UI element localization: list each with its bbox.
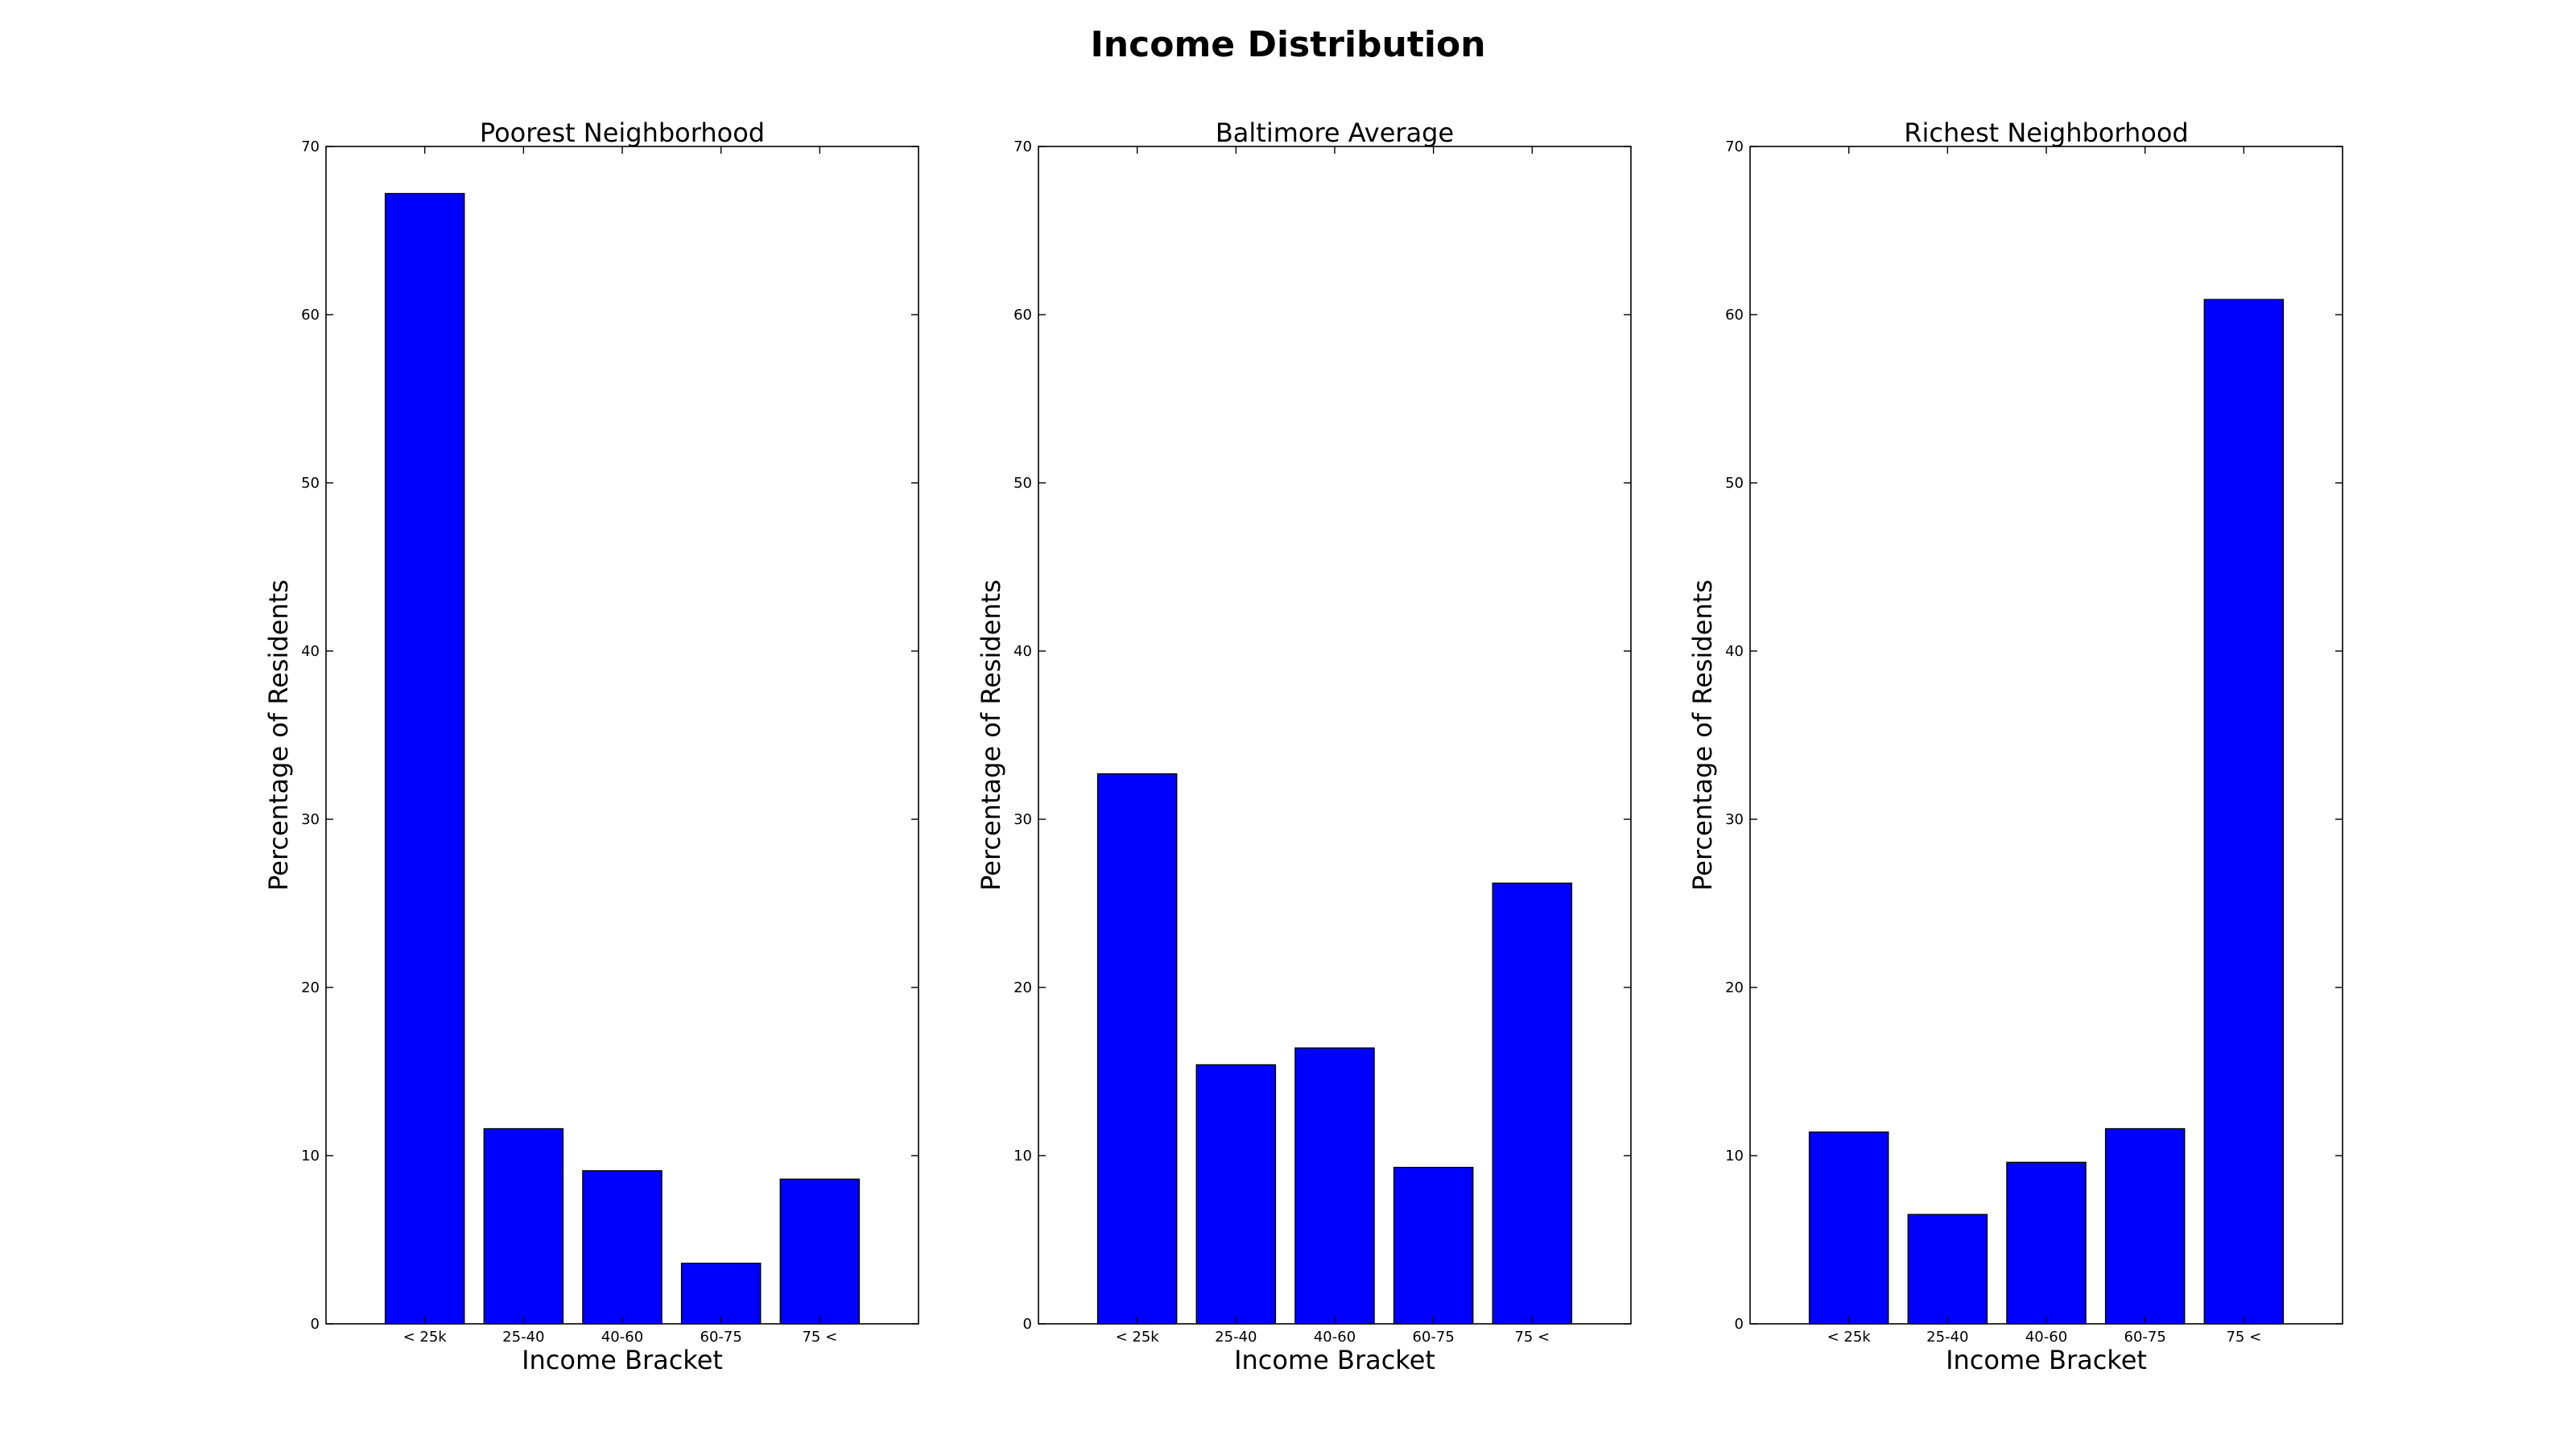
y-axis-ticks: 0 10 20 30 40 50 60 70 [1013, 138, 1631, 1333]
x-axis-label: Income Bracket [1946, 1345, 2147, 1375]
bar-1 [384, 192, 465, 1325]
y-tick-label: 70 [301, 138, 320, 155]
y-axis-label: Percentage of Residents [263, 579, 294, 891]
x-tick-label: 60-75 [1413, 1329, 1455, 1346]
bar-5 [1492, 882, 1573, 1325]
y-tick-label: 50 [1725, 475, 1744, 492]
x-tick-label: 60-75 [700, 1329, 742, 1346]
bar-4 [680, 1263, 762, 1325]
y-tick-label: 50 [301, 475, 320, 492]
chart-panels: 0 10 20 30 40 50 60 70 < 25k 25-40 40-60 60-75 75 < P… [263, 117, 2343, 1375]
figure-title: Income Distribution [1090, 24, 1485, 65]
bar-5 [779, 1178, 861, 1325]
y-tick-label: 20 [1013, 979, 1032, 996]
bar-2 [1195, 1064, 1277, 1325]
x-tick-label: < 25k [1116, 1329, 1160, 1346]
x-tick-label: 40-60 [601, 1329, 643, 1346]
bar-4 [1393, 1166, 1474, 1325]
y-axis-ticks: 0 10 20 30 40 50 60 70 [1725, 138, 2343, 1333]
x-axis-label: Income Bracket [1234, 1345, 1435, 1375]
y-axis-label: Percentage of Residents [976, 579, 1006, 891]
panel-title: Richest Neighborhood [1904, 117, 2188, 148]
x-tick-label: < 25k [1827, 1329, 1872, 1346]
x-axis-ticks: < 25k 25-40 40-60 60-75 75 < [1116, 146, 1550, 1346]
bar-3 [2006, 1161, 2087, 1325]
x-tick-label: < 25k [403, 1329, 448, 1346]
bar-2 [1907, 1214, 1988, 1325]
y-tick-label: 40 [1013, 643, 1032, 660]
x-tick-label: 25-40 [502, 1329, 544, 1346]
x-axis-label: Income Bracket [522, 1345, 723, 1375]
y-tick-label: 60 [1725, 307, 1744, 324]
bar-3 [1294, 1047, 1375, 1325]
x-axis-ticks: < 25k 25-40 40-60 60-75 75 < [403, 146, 837, 1346]
y-tick-label: 50 [1013, 475, 1032, 492]
chart-panel-3: 0 10 20 30 40 50 60 70 < 25k 25-40 40-60 60-75 75 < R… [1687, 117, 2343, 1375]
panel-title: Poorest Neighborhood [480, 117, 765, 148]
y-tick-label: 40 [301, 643, 320, 660]
y-tick-label: 70 [1725, 138, 1744, 155]
bar-1 [1096, 773, 1178, 1325]
bar-3 [582, 1170, 663, 1325]
y-tick-label: 0 [1735, 1316, 1744, 1333]
x-axis-ticks: < 25k 25-40 40-60 60-75 75 < [1827, 146, 2261, 1346]
y-tick-label: 30 [1013, 811, 1032, 828]
y-tick-label: 20 [1725, 979, 1744, 996]
x-tick-label: 25-40 [1215, 1329, 1257, 1346]
x-tick-label: 75 < [1514, 1329, 1550, 1346]
chart-panel-2: 0 10 20 30 40 50 60 70 < 25k 25-40 40-60 60-75 75 < B… [976, 117, 1632, 1375]
x-tick-label: 60-75 [2124, 1329, 2166, 1346]
y-tick-label: 20 [301, 979, 320, 996]
bars [384, 192, 861, 1325]
y-tick-label: 10 [301, 1148, 320, 1164]
chart-panel-1: 0 10 20 30 40 50 60 70 < 25k 25-40 40-60 60-75 75 < P… [263, 117, 919, 1375]
bars [1096, 773, 1573, 1325]
bar-5 [2203, 299, 2285, 1325]
x-tick-label: 25-40 [1926, 1329, 1968, 1346]
y-tick-label: 60 [301, 307, 320, 324]
bar-1 [1808, 1131, 1889, 1325]
x-tick-label: 40-60 [2025, 1329, 2067, 1346]
y-axis-label: Percentage of Residents [1687, 579, 1718, 891]
bars [1808, 299, 2285, 1325]
panel-title: Baltimore Average [1216, 117, 1454, 148]
y-tick-label: 40 [1725, 643, 1744, 660]
y-tick-label: 30 [301, 811, 320, 828]
y-tick-label: 0 [1023, 1316, 1032, 1333]
y-tick-label: 70 [1013, 138, 1032, 155]
bar-4 [2104, 1127, 2186, 1325]
bar-2 [483, 1127, 564, 1325]
x-tick-label: 75 < [802, 1329, 837, 1346]
y-tick-label: 60 [1013, 307, 1032, 324]
x-tick-label: 75 < [2226, 1329, 2261, 1346]
x-tick-label: 40-60 [1314, 1329, 1356, 1346]
y-axis-ticks: 0 10 20 30 40 50 60 70 [301, 138, 919, 1333]
y-tick-label: 30 [1725, 811, 1744, 828]
y-tick-label: 10 [1725, 1148, 1744, 1164]
y-tick-label: 10 [1013, 1148, 1032, 1164]
y-tick-label: 0 [311, 1316, 320, 1333]
